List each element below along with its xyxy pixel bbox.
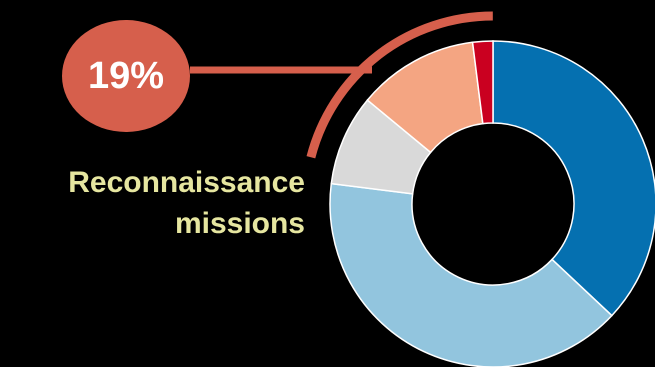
callout-highlight-arc: [306, 11, 493, 159]
callout-badge: 19%: [62, 20, 190, 132]
donut-slices: [329, 40, 655, 367]
highlight-category-label-line2: missions: [174, 207, 305, 240]
donut-slice: [471, 40, 494, 125]
highlight-category-label: Reconnaissance missions: [0, 162, 305, 244]
donut-slice: [329, 182, 613, 367]
highlight-category-label-line1: Reconnaissance: [68, 166, 305, 199]
donut-slice: [492, 40, 655, 317]
callout-percentage: 19%: [87, 54, 165, 97]
